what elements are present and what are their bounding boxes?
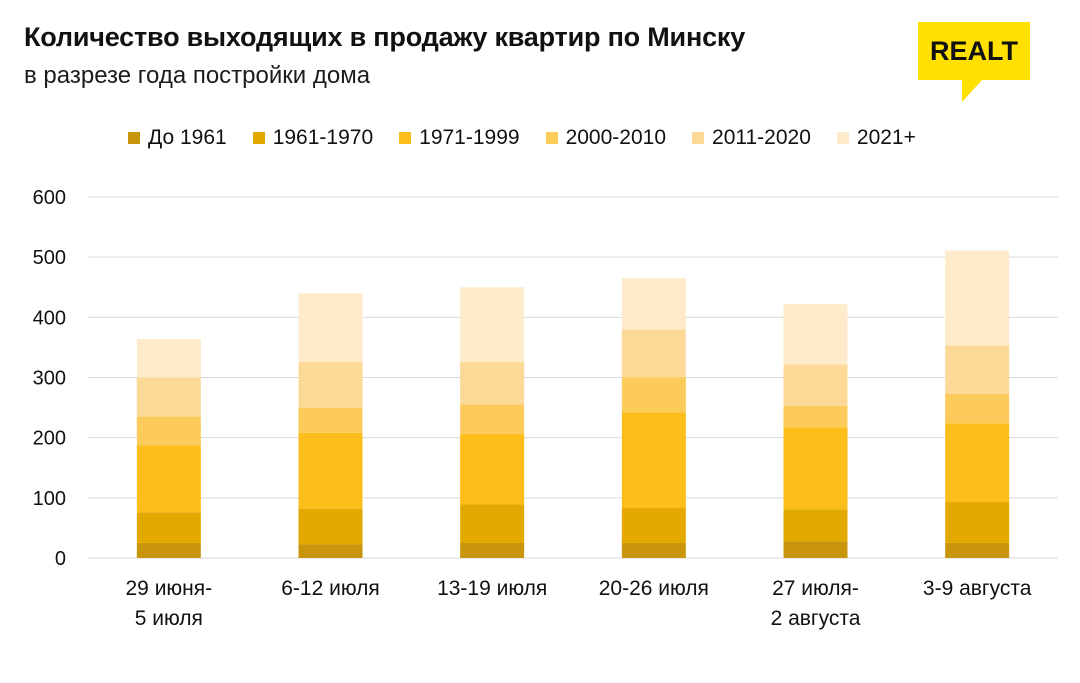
- legend-swatch: [252, 132, 265, 144]
- bar-segment: [460, 434, 525, 505]
- legend-label: 2000-2010: [565, 126, 667, 149]
- bar-segment: [136, 542, 201, 558]
- legend-swatch: [836, 132, 849, 144]
- x-tick-label: 29 июня-: [126, 577, 213, 600]
- bar-segment: [136, 377, 201, 417]
- bar-segment: [460, 361, 525, 405]
- legend-item: До 1961: [128, 126, 227, 150]
- legend-swatch: [128, 132, 140, 144]
- bar-segment: [621, 329, 686, 378]
- bar-segment: [945, 502, 1010, 543]
- legend-item: 2011-2020: [692, 126, 811, 150]
- legend-label: 1961-1970: [272, 126, 374, 149]
- legend-swatch: [545, 132, 558, 144]
- bar-segment: [298, 432, 363, 509]
- bar-segment: [945, 345, 1010, 394]
- bar-segment: [136, 416, 201, 446]
- bar-segment: [136, 338, 201, 378]
- chart-subtitle: в разрезе года постройки дома: [24, 62, 371, 89]
- y-tick-label: 300: [33, 368, 66, 390]
- bar-segment: [783, 304, 848, 365]
- bar-segment: [783, 541, 848, 558]
- bar-segment: [945, 423, 1010, 503]
- bar-segment: [460, 404, 525, 435]
- y-tick-label: 500: [33, 247, 66, 269]
- bar-segment: [298, 407, 363, 433]
- bar-segment: [136, 445, 201, 513]
- bar-segment: [621, 542, 686, 558]
- x-tick-label: 20-26 июля: [599, 577, 709, 600]
- bar-segment: [945, 542, 1010, 558]
- bar-segment: [783, 427, 848, 510]
- legend-label: До 1961: [148, 126, 227, 149]
- bar-segment: [621, 508, 686, 543]
- bar-segment: [298, 361, 363, 408]
- logo-text: REALT: [930, 36, 1018, 66]
- bar-segment: [460, 287, 525, 362]
- legend-item: 2000-2010: [545, 126, 667, 150]
- x-tick-label: 2 августа: [771, 607, 861, 630]
- x-tick-label: 3-9 августа: [923, 577, 1032, 600]
- y-tick-label: 600: [33, 187, 66, 209]
- x-tick-label: 27 июля-: [772, 577, 859, 600]
- legend-label: 1971-1999: [419, 126, 520, 149]
- legend-item: 1971-1999: [399, 126, 520, 150]
- bar-segment: [460, 542, 525, 558]
- chart-legend: До 1961 1961-1970 1971-1999 2000-2010 20…: [128, 124, 916, 152]
- bar-segment: [783, 364, 848, 406]
- bar-segment: [298, 293, 363, 362]
- legend-swatch: [399, 132, 412, 144]
- x-tick-label: 5 июля: [135, 607, 203, 630]
- bar-segment: [783, 509, 848, 542]
- bar-segment: [298, 508, 363, 545]
- bar-segment: [298, 544, 363, 558]
- realt-logo: REALT: [918, 22, 1030, 102]
- y-tick-label: 400: [33, 307, 66, 329]
- y-tick-label: 100: [33, 488, 66, 510]
- legend-label: 2021+: [856, 126, 916, 149]
- bar-segment: [945, 393, 1010, 424]
- bar-segment: [621, 278, 686, 330]
- bar-segment: [621, 412, 686, 509]
- x-tick-label: 13-19 июля: [437, 577, 547, 600]
- legend-swatch: [692, 132, 705, 144]
- legend-label: 2011-2020: [712, 126, 811, 149]
- bar-segment: [136, 512, 201, 543]
- bar-segment: [783, 405, 848, 428]
- bar-segment: [460, 504, 525, 543]
- x-tick-label: 6-12 июля: [281, 577, 380, 600]
- legend-item: 1961-1970: [252, 126, 374, 150]
- y-tick-label: 200: [33, 428, 66, 450]
- bar-segment: [621, 377, 686, 413]
- bar-segment: [945, 250, 1010, 346]
- y-tick-label: 0: [55, 548, 66, 570]
- legend-item: 2021+: [836, 126, 916, 150]
- chart-title: Количество выходящих в продажу квартир п…: [24, 22, 746, 52]
